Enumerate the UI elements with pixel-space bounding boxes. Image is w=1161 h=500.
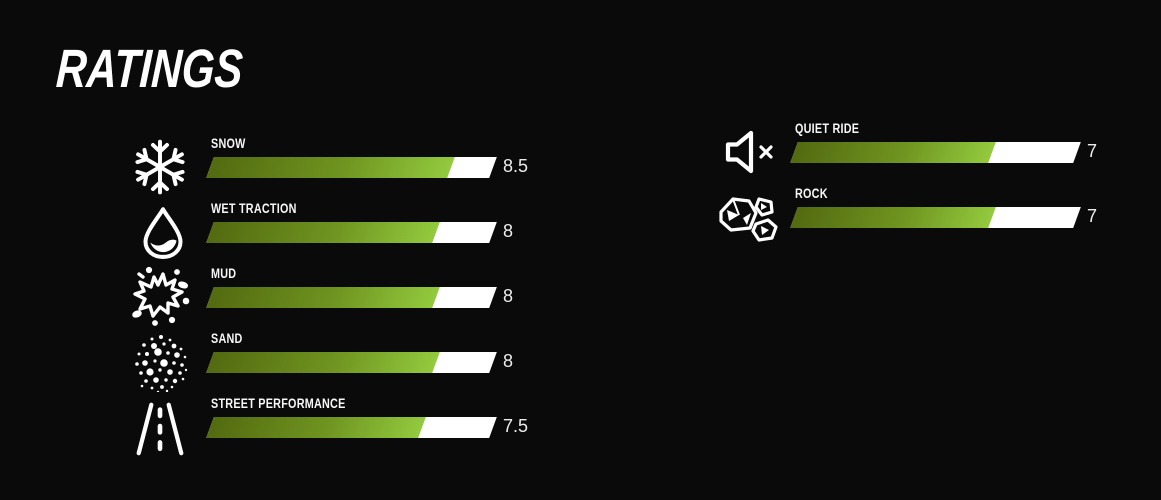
sand-icon [130,332,190,392]
rating-value: 7.5 [503,416,529,436]
rating-bar-fill [206,157,455,178]
rating-row-mud: MUD 8 [128,263,568,327]
rating-label: SAND [211,331,243,346]
rating-bar [790,207,1081,228]
rating-label: MUD [211,266,237,281]
rating-bar-fill [206,287,441,308]
rating-value: 8 [503,286,514,306]
rating-value: 8 [503,221,514,241]
rating-row-snow: SNOW 8.5 [128,133,568,197]
rating-bar [206,157,497,178]
rating-row-street-performance: STREET PERFORMANCE 7.5 [128,393,568,457]
rating-row-wet-traction: WET TRACTION 8 [128,198,568,262]
snowflake-icon [130,137,190,197]
rating-bar-fill [206,222,441,243]
rating-bar-fill [790,142,996,163]
rating-bar [206,417,497,438]
rating-bar-fill [206,352,441,373]
mud-splat-icon [125,263,193,331]
road-icon [131,399,189,457]
rating-label: WET TRACTION [211,201,297,216]
rating-label: STREET PERFORMANCE [211,396,346,411]
page-title: RATINGS [54,39,245,99]
rating-bar [206,352,497,373]
rating-row-sand: SAND 8 [128,328,568,392]
rocks-icon [714,192,780,244]
water-drop-icon [135,204,191,260]
rating-value: 7 [1087,141,1098,161]
rating-bar [206,287,497,308]
rating-bar [790,142,1081,163]
rating-value: 7 [1087,206,1098,226]
rating-bar-fill [206,417,427,438]
muted-speaker-icon [716,126,780,178]
rating-bar-fill [790,207,996,228]
rating-value: 8 [503,351,514,371]
rating-label: SNOW [211,136,246,151]
rating-bar [206,222,497,243]
rating-value: 8.5 [503,156,529,176]
rating-label: QUIET RIDE [795,121,860,136]
rating-row-quiet-ride: QUIET RIDE 7 [712,118,1152,182]
rating-row-rock: ROCK 7 [712,183,1152,247]
rating-label: ROCK [795,186,828,201]
